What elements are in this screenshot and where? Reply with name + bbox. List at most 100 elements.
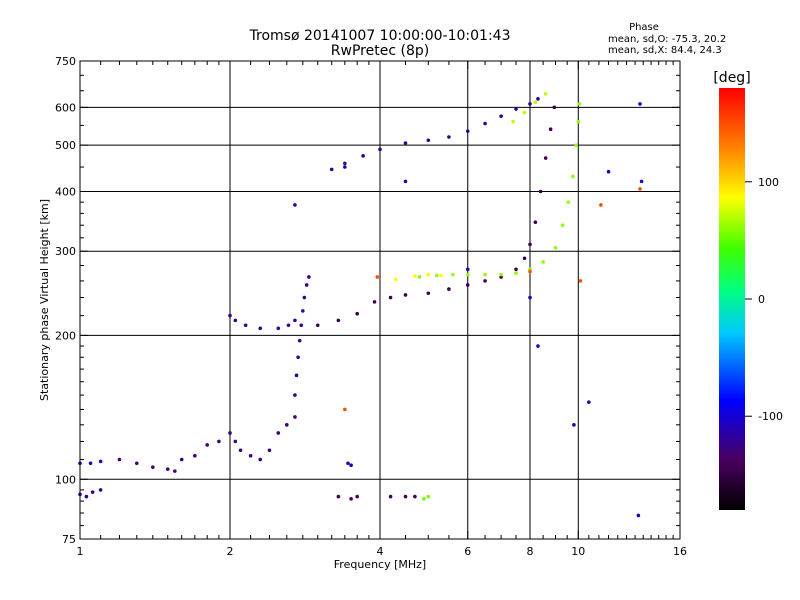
echo-point — [543, 156, 548, 160]
echo-point — [355, 494, 359, 499]
echo-point — [302, 295, 307, 300]
echo-point — [499, 272, 503, 277]
echo-point — [638, 102, 642, 106]
echo-point — [293, 415, 297, 419]
echo-point — [538, 189, 543, 194]
plot-frame — [79, 60, 681, 540]
echo-point — [299, 323, 304, 328]
echo-point — [578, 279, 583, 283]
echo-point — [343, 161, 347, 166]
echo-point — [179, 457, 184, 462]
echo-point — [90, 490, 95, 494]
echo-point — [577, 102, 582, 106]
echo-point — [552, 105, 557, 110]
echo-point — [483, 121, 487, 126]
echo-point — [403, 494, 408, 499]
echo-point — [243, 323, 248, 328]
echo-point — [514, 107, 518, 111]
y-tick-label: 750 — [55, 55, 76, 68]
echo-point — [572, 423, 576, 427]
echo-point — [276, 431, 281, 435]
phase-stats-o: mean, sd,O: -75.3, 20.2 — [608, 34, 726, 45]
echo-point — [434, 273, 439, 278]
x-tick-label: 1 — [77, 545, 84, 558]
x-tick-label: 4 — [377, 545, 384, 558]
echo-point — [447, 287, 451, 291]
echo-point — [522, 256, 527, 261]
echo-point — [315, 323, 320, 328]
echo-point — [566, 200, 571, 204]
echo-point — [233, 439, 238, 444]
chart-title: Tromsø 20141007 10:00:00-10:01:43 — [249, 28, 511, 44]
echo-point — [375, 275, 380, 279]
colorbar-tick-label: 0 — [758, 293, 765, 306]
echo-point — [349, 463, 353, 468]
echo-point — [465, 283, 470, 287]
echo-point — [514, 271, 518, 275]
echo-point — [528, 102, 532, 106]
echo-point — [293, 203, 297, 207]
echo-point — [536, 344, 540, 348]
colorbar-tick-label: 100 — [758, 176, 779, 189]
echo-point — [248, 453, 253, 458]
echo-point — [403, 141, 408, 145]
echo-point — [284, 423, 289, 427]
x-axis-label: Frequency [MHz] — [334, 558, 426, 571]
colorbar — [719, 88, 745, 510]
echo-point — [528, 242, 532, 247]
echo-point — [528, 295, 532, 300]
axes: 1 2 4 6 8 10 16 75 100 200 300 400 500 600 750 — [55, 55, 687, 558]
echo-point — [151, 465, 155, 469]
echo-points — [78, 92, 644, 518]
y-tick-label: 200 — [55, 329, 76, 342]
echo-point — [304, 283, 309, 287]
echo-point — [117, 457, 122, 462]
echo-point — [349, 497, 353, 501]
echo-point — [372, 300, 377, 304]
echo-point — [228, 313, 232, 318]
echo-point — [286, 323, 291, 328]
echo-point — [134, 461, 139, 466]
echo-point — [388, 295, 393, 300]
echo-point — [511, 119, 515, 124]
echo-point — [571, 174, 575, 179]
echo-point — [465, 267, 470, 272]
echo-point — [403, 179, 408, 184]
echo-point — [297, 338, 302, 343]
y-tick-label: 300 — [55, 245, 76, 258]
echo-point — [378, 147, 382, 152]
echo-point — [417, 275, 422, 279]
echo-point — [548, 127, 553, 131]
echo-point — [294, 373, 299, 378]
echo-point — [426, 138, 431, 143]
echo-point — [228, 431, 232, 435]
echo-point — [574, 143, 578, 147]
y-tick-label: 600 — [55, 101, 76, 114]
echo-point — [165, 467, 170, 471]
x-tick-label: 16 — [673, 545, 687, 558]
echo-point — [355, 311, 359, 316]
phase-stats-heading: Phase — [629, 22, 659, 33]
echo-point — [346, 461, 350, 466]
echo-point — [205, 443, 209, 447]
echo-point — [329, 167, 334, 172]
echo-point — [447, 135, 451, 139]
x-tick-label: 8 — [527, 545, 534, 558]
echo-point — [543, 92, 548, 96]
echo-point — [422, 497, 426, 501]
echo-point — [98, 488, 103, 492]
echo-point — [267, 448, 272, 453]
echo-point — [638, 187, 642, 191]
echo-point — [258, 457, 263, 462]
echo-point — [426, 494, 431, 499]
echo-point — [606, 169, 611, 174]
colorbar-label: [deg] — [713, 70, 750, 86]
colorbar-ticks: 100 0 -100 — [745, 176, 783, 423]
colorbar-tick-label: -100 — [758, 410, 783, 423]
echo-point — [483, 272, 487, 277]
echo-point — [533, 100, 538, 104]
x-tick-label: 10 — [571, 545, 585, 558]
phase-stats-x: mean, sd,X: 84.4, 24.3 — [608, 45, 722, 56]
echo-point — [403, 293, 408, 297]
